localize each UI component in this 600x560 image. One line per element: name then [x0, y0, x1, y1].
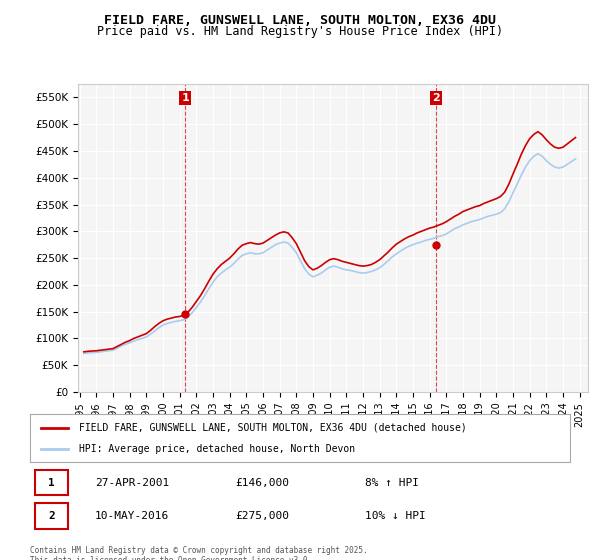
Text: 2: 2: [432, 93, 440, 103]
Text: 1: 1: [48, 478, 55, 488]
Text: HPI: Average price, detached house, North Devon: HPI: Average price, detached house, Nort…: [79, 444, 355, 454]
FancyBboxPatch shape: [35, 503, 68, 529]
Text: 27-APR-2001: 27-APR-2001: [95, 478, 169, 488]
Text: 8% ↑ HPI: 8% ↑ HPI: [365, 478, 419, 488]
Text: 2: 2: [48, 511, 55, 521]
Text: 10% ↓ HPI: 10% ↓ HPI: [365, 511, 425, 521]
Text: £146,000: £146,000: [235, 478, 289, 488]
Text: Price paid vs. HM Land Registry's House Price Index (HPI): Price paid vs. HM Land Registry's House …: [97, 25, 503, 38]
Text: £275,000: £275,000: [235, 511, 289, 521]
Text: FIELD FARE, GUNSWELL LANE, SOUTH MOLTON, EX36 4DU: FIELD FARE, GUNSWELL LANE, SOUTH MOLTON,…: [104, 14, 496, 27]
FancyBboxPatch shape: [35, 470, 68, 496]
Text: FIELD FARE, GUNSWELL LANE, SOUTH MOLTON, EX36 4DU (detached house): FIELD FARE, GUNSWELL LANE, SOUTH MOLTON,…: [79, 423, 466, 433]
Text: 10-MAY-2016: 10-MAY-2016: [95, 511, 169, 521]
Text: 1: 1: [181, 93, 189, 103]
Text: Contains HM Land Registry data © Crown copyright and database right 2025.
This d: Contains HM Land Registry data © Crown c…: [30, 546, 368, 560]
